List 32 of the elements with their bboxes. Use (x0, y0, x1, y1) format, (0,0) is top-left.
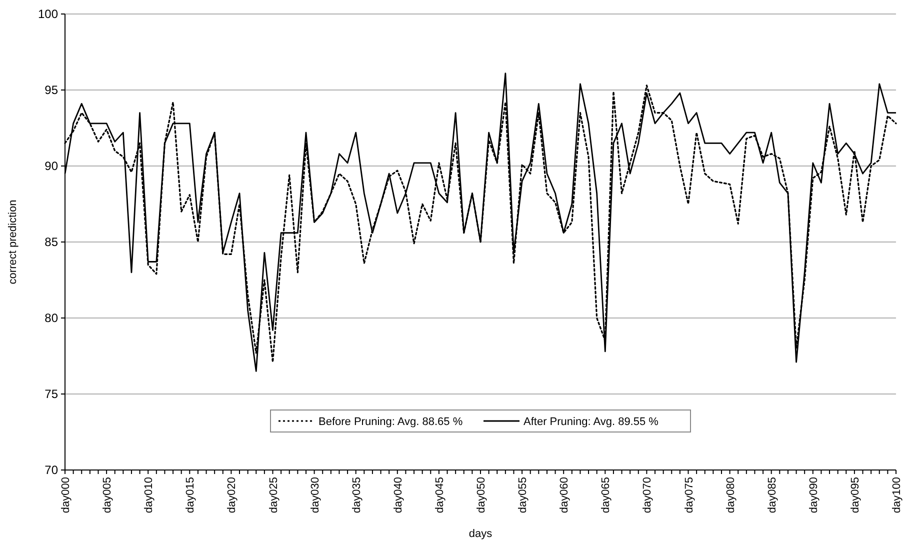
x-tick-label: day095 (849, 477, 862, 514)
x-axis-title: days (468, 528, 493, 540)
x-tick-label: day015 (184, 477, 197, 514)
legend-label: After Pruning: Avg. 89.55 % (524, 416, 659, 428)
y-tick-label: 75 (44, 387, 58, 402)
x-tick-label: day100 (891, 477, 903, 514)
x-tick-label: day020 (226, 477, 238, 514)
x-tick-label: day060 (558, 477, 571, 514)
x-tick-label: day035 (350, 477, 363, 514)
x-tick-label: day065 (600, 477, 612, 514)
x-tick-label: day030 (309, 477, 322, 514)
y-tick-label: 95 (44, 83, 58, 98)
y-tick-label: 80 (44, 311, 58, 326)
x-tick-label: day080 (724, 477, 737, 514)
x-tick-label: day040 (392, 477, 404, 514)
x-tick-label: day045 (434, 477, 446, 514)
x-tick-label: day070 (642, 477, 654, 514)
x-tick-label: day085 (766, 477, 778, 514)
x-tick-label: day005 (102, 477, 114, 514)
y-tick-label: 90 (44, 159, 58, 174)
x-tick-label: day000 (60, 477, 72, 514)
x-tick-label: day050 (476, 477, 488, 514)
x-tick-label: day075 (683, 477, 696, 514)
legend-label: Before Pruning: Avg. 88.65 % (318, 416, 463, 428)
y-tick-label: 100 (38, 7, 58, 22)
x-tick-label: day090 (808, 477, 820, 514)
y-tick-label: 70 (44, 463, 58, 478)
x-tick-label: day055 (517, 477, 530, 514)
x-tick-label: day025 (268, 477, 280, 514)
y-axis-title: correct prediction (7, 200, 19, 284)
y-tick-label: 85 (44, 235, 58, 250)
x-tick-label: day010 (143, 477, 156, 514)
